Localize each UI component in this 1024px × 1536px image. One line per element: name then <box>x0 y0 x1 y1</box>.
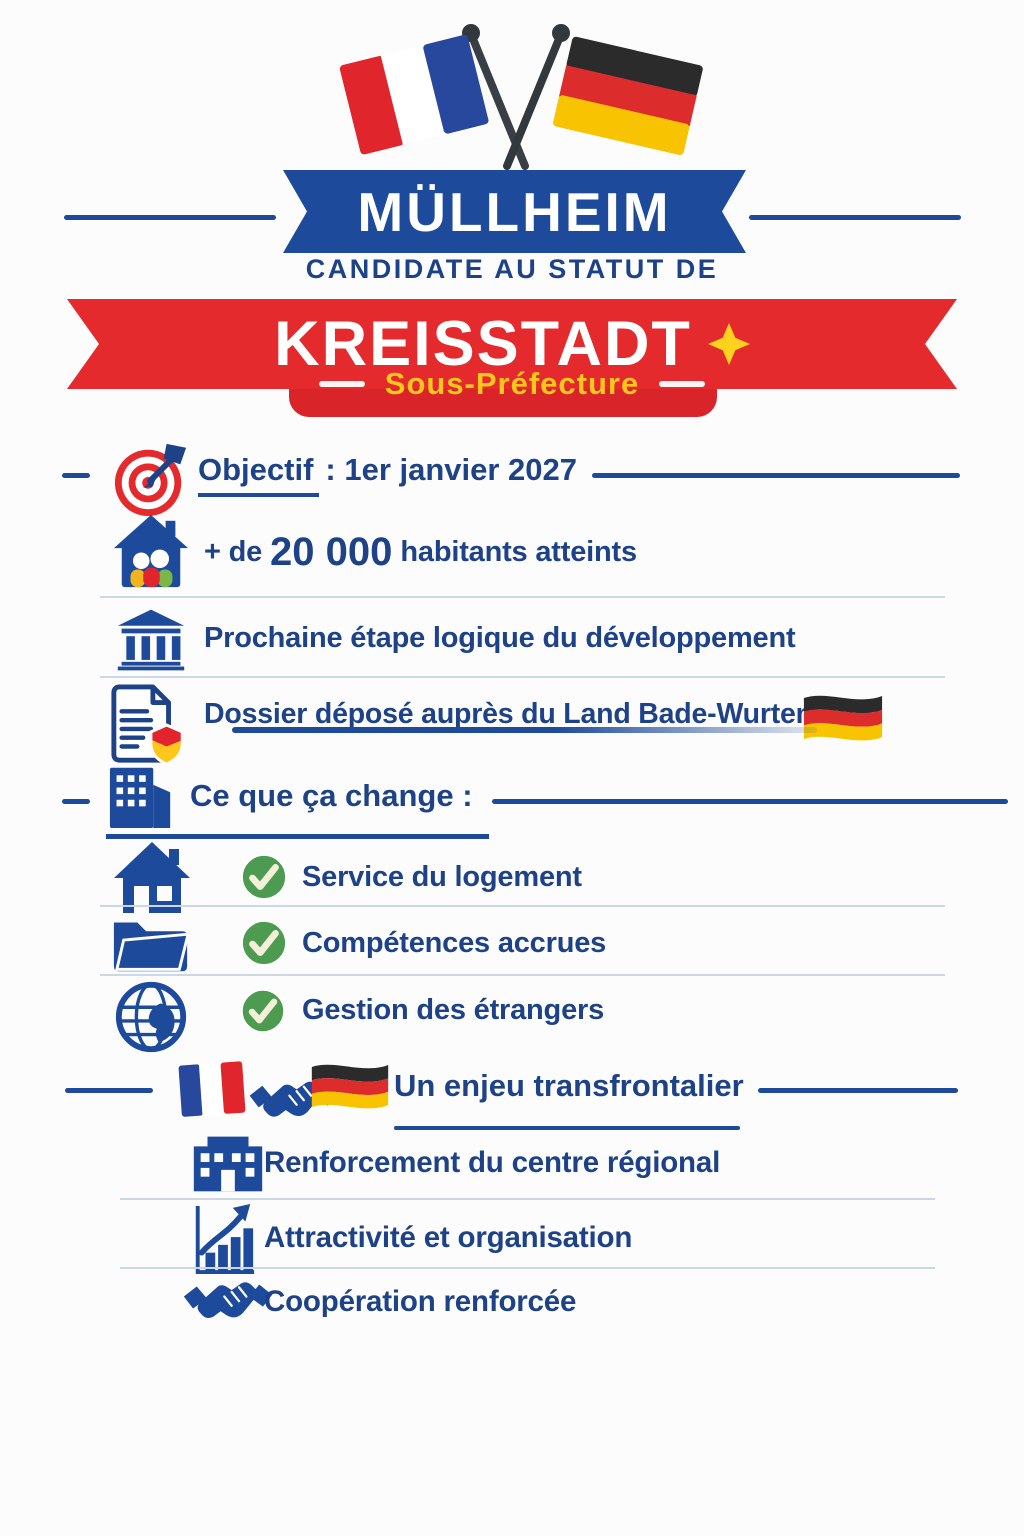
change-text: Compétences accrues <box>302 926 607 959</box>
city-building-icon <box>109 767 171 828</box>
document-shield-icon <box>111 684 184 766</box>
header-line-left <box>64 215 276 220</box>
green-check-icon <box>240 853 288 901</box>
status-subtitle: Sous-Préfecture <box>384 366 640 401</box>
section-line-right <box>492 799 1008 804</box>
crossed-flags-france-germany-icon <box>339 24 703 170</box>
section-line-right <box>592 473 960 478</box>
handshake-icon <box>183 1282 273 1319</box>
subtitle-dash-left <box>318 381 365 387</box>
crossborder-text: Attractivité et organisation <box>264 1221 633 1254</box>
status-subtitle-row: Sous-Préfecture <box>0 366 1024 402</box>
fact-etape: Prochaine étape logique du développement <box>204 602 796 674</box>
target-dart-icon <box>114 443 187 517</box>
bank-institution-icon <box>117 609 185 671</box>
french-flag-icon <box>178 1061 246 1117</box>
globe-icon <box>115 981 187 1053</box>
house-icon <box>114 842 190 913</box>
french-flag <box>339 34 489 155</box>
row-divider <box>100 676 945 678</box>
crossborder-item: Attractivité et organisation <box>264 1206 632 1270</box>
crossborder-item: Renforcement du centre régional <box>264 1134 720 1192</box>
fact-text: Prochaine étape logique du développement <box>204 621 796 654</box>
title-underline <box>394 1126 740 1130</box>
crossborder-text: Coopération renforcée <box>264 1285 577 1318</box>
change-item: Compétences accrues <box>302 915 606 971</box>
row-divider <box>100 974 945 976</box>
section-dash <box>62 473 90 478</box>
change-item: Gestion des étrangers <box>302 984 604 1036</box>
german-flag <box>553 36 703 155</box>
building-icon <box>193 1136 263 1192</box>
objective-label: Objectif <box>198 452 320 497</box>
status-title: KREISSTADT <box>274 309 692 379</box>
change-text: Gestion des étrangers <box>302 993 605 1026</box>
change-text: Service du logement <box>302 860 582 893</box>
green-check-icon <box>240 919 288 967</box>
status-ribbon: KREISSTADT <box>67 299 957 389</box>
changes-title: Ce que ça change : <box>190 778 473 813</box>
city-name: MÜLLHEIM <box>357 180 672 243</box>
crossborder-item: Coopération renforcée <box>264 1272 576 1332</box>
fact-number: 20 000 <box>270 529 393 574</box>
section-dash <box>62 799 90 804</box>
row-divider <box>100 596 945 598</box>
header-line-right <box>749 215 961 220</box>
subtitle-dash-right <box>659 381 706 387</box>
row-divider <box>120 1267 935 1269</box>
crossborder-text: Renforcement du centre régional <box>264 1146 721 1179</box>
row-divider <box>100 905 945 907</box>
house-family-icon <box>113 514 189 588</box>
objective-heading: Objectif: 1er janvier 2027 <box>198 452 578 497</box>
folder-icon <box>113 922 191 972</box>
sparkle-star-icon <box>708 323 750 365</box>
german-flag-icon <box>311 1064 389 1109</box>
change-item: Service du logement <box>302 849 582 905</box>
accent-underline <box>232 727 817 733</box>
growth-chart-icon <box>195 1204 255 1275</box>
section-dash <box>65 1088 153 1093</box>
city-banner: MÜLLHEIM <box>283 170 746 253</box>
green-check-icon <box>240 988 286 1034</box>
fact-text: Dossier déposé auprès du Land Bade-Wurte… <box>204 697 882 730</box>
fact-habitants: + de 20 000 habitants atteints <box>204 514 637 590</box>
fact-text: habitants atteints <box>400 535 637 568</box>
german-flag-icon <box>803 695 883 741</box>
row-divider <box>120 1198 935 1200</box>
changes-heading: Ce que ça change : <box>106 764 489 839</box>
objective-value: : 1er janvier 2027 <box>325 452 578 487</box>
section-dash <box>758 1088 958 1093</box>
crossborder-title: Un enjeu transfrontalier <box>394 1068 744 1103</box>
candidacy-subtitle: CANDIDATE AU STATUT DE <box>305 254 719 284</box>
fact-dossier: Dossier déposé auprès du Land Bade-Wurte… <box>204 686 882 742</box>
fact-text: + de <box>204 535 263 568</box>
